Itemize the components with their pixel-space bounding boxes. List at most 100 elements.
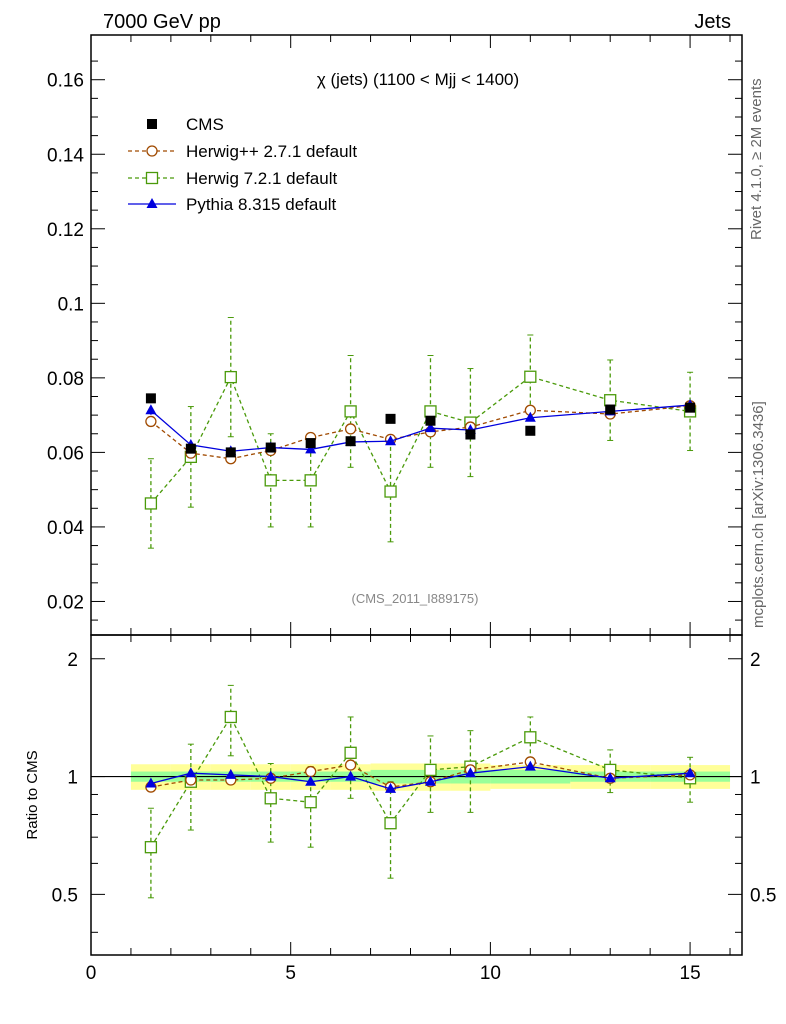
legend-entry: Pythia 8.315 default <box>128 195 337 214</box>
main-point <box>465 429 476 440</box>
legend-marker <box>147 119 157 129</box>
main-ytick-label: 0.06 <box>47 443 84 464</box>
ratio-panel: 0 5 10 15 0.5 0.5 1 1 2 2 <box>52 634 776 984</box>
main-point <box>264 474 277 487</box>
main-point <box>525 425 536 436</box>
ratio-series-line <box>150 715 691 848</box>
header-right: Jets <box>694 11 731 33</box>
main-point <box>424 405 437 418</box>
ratio-point <box>185 767 197 778</box>
ratio-ytick-label-right: 1 <box>750 768 761 789</box>
ratio-xtick-label: 5 <box>285 963 296 984</box>
main-point <box>385 435 397 446</box>
main-ytick-label: 0.14 <box>47 145 84 166</box>
main-point <box>685 402 696 413</box>
ratio-point <box>145 777 157 788</box>
chart-watermark: (CMS_2011_I889175) <box>352 591 479 606</box>
ratio-point <box>344 759 357 771</box>
ratio-point <box>345 770 357 781</box>
ratio-series-line <box>150 766 691 790</box>
ratio-xtick-label: 0 <box>86 963 97 984</box>
main-series-line <box>150 375 691 504</box>
ratio-frame <box>90 634 743 956</box>
ratio-xtick-label: 10 <box>480 963 501 984</box>
ratio-point <box>524 760 536 771</box>
legend-label: Pythia 8.315 default <box>186 195 337 214</box>
main-point <box>145 393 156 404</box>
main-point <box>224 370 237 384</box>
side-label-top: Rivet 4.1.0, ≥ 2M events <box>748 78 765 240</box>
main-point <box>524 370 537 383</box>
ratio-point <box>604 772 616 783</box>
main-point <box>145 415 157 428</box>
ratio-point <box>304 796 317 809</box>
main-panel: 0.02 0.04 0.06 0.08 0.1 0.12 0.14 0.16 <box>47 34 743 636</box>
ratio-point <box>305 765 317 778</box>
main-series-line <box>150 404 691 452</box>
ratio-ylabel: Ratio to CMS <box>24 750 41 839</box>
main-ytick-label: 0.08 <box>47 369 84 390</box>
legend-marker <box>145 171 159 185</box>
main-point <box>344 423 357 435</box>
main-ytick-label: 0.16 <box>47 71 84 92</box>
ratio-point <box>225 768 237 779</box>
ratio-point <box>385 782 397 793</box>
main-ytick-label: 0.04 <box>47 518 84 539</box>
main-series-line <box>150 405 691 460</box>
ratio-point <box>144 841 158 854</box>
legend-label: Herwig 7.2.1 default <box>186 169 337 188</box>
main-point <box>265 442 276 453</box>
ratio-ytick-label-right: 2 <box>750 650 761 671</box>
main-ytick-label: 0.02 <box>47 592 84 613</box>
ratio-ytick-label: 0.5 <box>52 885 78 906</box>
legend-entry: Herwig 7.2.1 default <box>128 169 337 188</box>
main-series-0 <box>145 393 696 458</box>
main-point <box>145 404 157 415</box>
ratio-series-2 <box>145 760 696 793</box>
ratio-point <box>305 775 317 786</box>
main-point <box>225 447 236 458</box>
legend-entry: Herwig++ 2.7.1 default <box>128 142 357 161</box>
main-series-1 <box>145 400 696 465</box>
main-series-2 <box>144 316 697 549</box>
main-point <box>305 443 317 454</box>
ratio-point <box>684 767 696 778</box>
main-point <box>144 497 158 510</box>
main-point <box>185 443 196 454</box>
legend-label: Herwig++ 2.7.1 default <box>186 142 357 161</box>
legend-label: CMS <box>186 115 224 134</box>
ratio-point <box>224 710 237 724</box>
main-point <box>305 438 316 449</box>
ratio-ytick-label: 1 <box>67 768 78 789</box>
ratio-xtick-label: 15 <box>680 963 701 984</box>
main-point <box>384 485 397 498</box>
legend-entry: CMS <box>147 115 224 134</box>
ratio-ytick-label: 2 <box>67 650 78 671</box>
main-point <box>345 436 356 447</box>
main-ytick-label: 0.12 <box>47 220 84 241</box>
ratio-point <box>264 792 277 805</box>
legend: CMS Herwig++ 2.7.1 default Herwig 7.2.1 de… <box>128 115 357 214</box>
header-left: 7000 GeV pp <box>103 11 221 33</box>
ratio-point <box>524 731 537 744</box>
ratio-point <box>424 775 436 786</box>
ratio-ytick-label-right: 0.5 <box>750 885 776 906</box>
legend-marker <box>146 145 158 157</box>
main-point <box>425 415 436 426</box>
ratio-point <box>265 770 277 781</box>
main-point <box>304 474 317 487</box>
main-ytick-label: 0.1 <box>58 294 84 315</box>
main-point <box>524 411 536 422</box>
ratio-series-1 <box>144 684 697 899</box>
ratio-point <box>464 767 476 778</box>
ratio-point <box>424 763 437 777</box>
chart-title: χ (jets) (1100 < Mjj < 1400) <box>317 70 519 89</box>
ratio-point <box>384 817 397 830</box>
main-point <box>424 422 436 433</box>
main-point <box>604 394 617 407</box>
side-label-bottom: mcplots.cern.ch [arXiv:1306.3436] <box>750 401 767 628</box>
main-point <box>605 404 616 415</box>
main-point <box>385 413 396 424</box>
ratio-series-line <box>150 761 691 788</box>
